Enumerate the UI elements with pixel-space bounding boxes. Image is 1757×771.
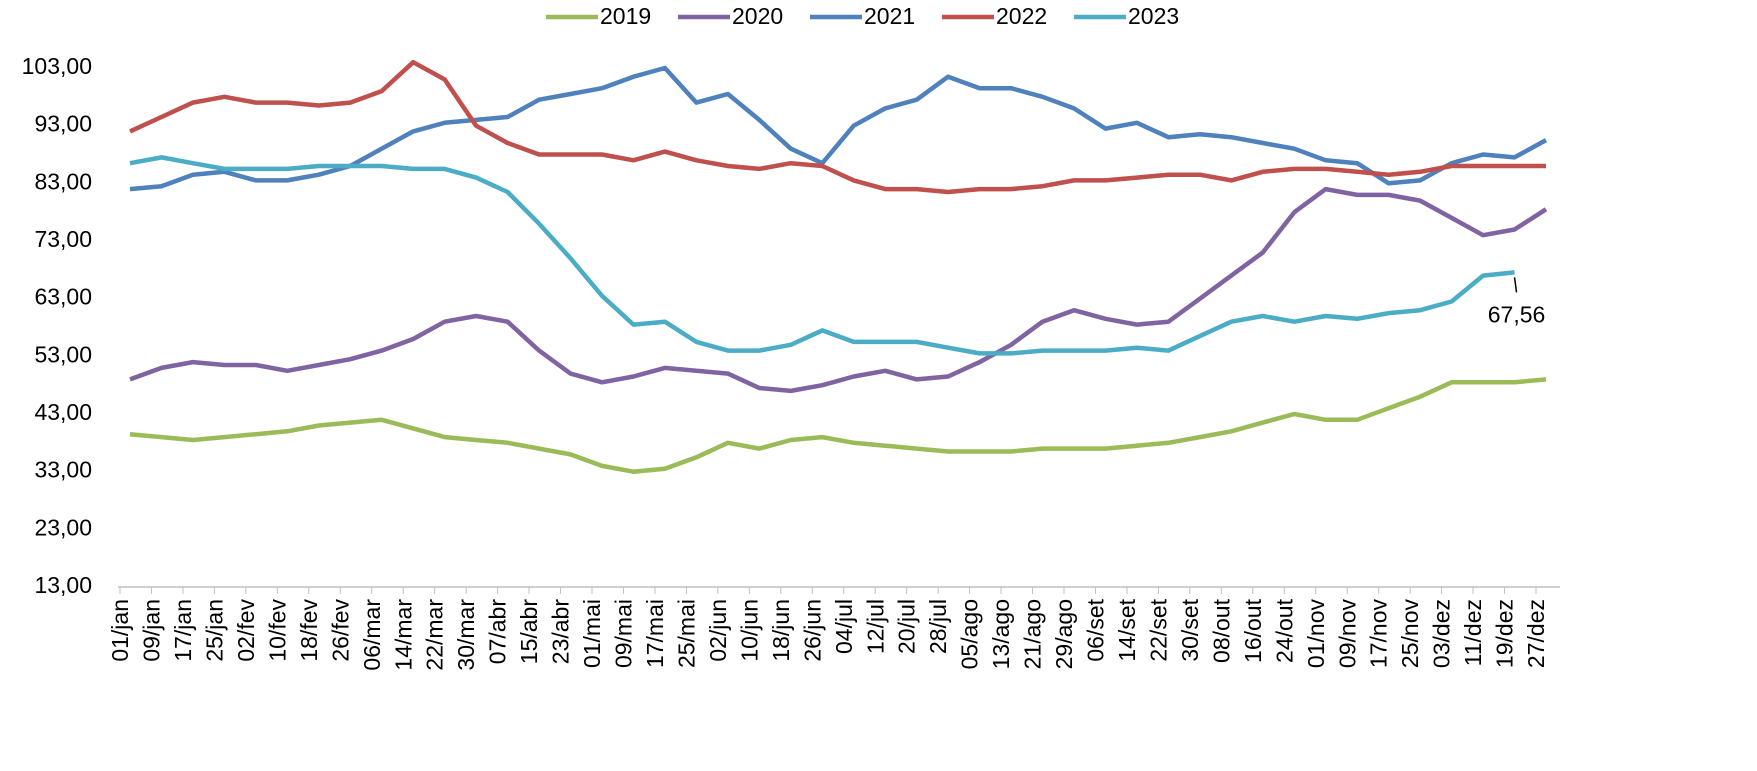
legend-label: 2023 [1128,3,1179,29]
x-tick-label: 14/set [1114,598,1140,661]
series-line [129,155,1515,356]
x-tick-label: 17/jan [170,599,196,662]
x-tick-label: 01/nov [1303,599,1329,669]
y-tick-label: 63,00 [34,284,92,310]
x-tick-label: 18/jun [768,599,794,662]
x-tick-label: 05/ago [957,599,983,669]
y-tick-label: 73,00 [34,226,92,252]
x-tick-label: 09/jan [139,599,165,662]
x-tick-label: 04/jul [831,599,857,654]
legend-label: 2022 [996,3,1047,29]
x-tick-label: 19/dez [1492,599,1518,668]
x-tick-label: 12/jul [862,599,888,654]
x-tick-label: 09/nov [1334,599,1360,669]
x-tick-label: 23/abr [548,599,574,665]
x-tick-label: 13/ago [988,599,1014,669]
y-tick-label: 33,00 [34,457,92,483]
x-tick-label: 08/out [1208,598,1234,663]
x-tick-label: 22/mar [422,599,448,671]
series-line [129,59,1546,195]
x-tick-label: 28/jul [925,599,951,654]
x-tick-label: 09/mai [611,599,637,668]
x-tick-label: 27/dez [1523,599,1549,668]
legend-label: 2020 [732,3,783,29]
x-tick-label: 24/out [1271,598,1297,663]
x-tick-label: 26/fev [327,599,353,662]
x-tick-label: 14/mar [390,599,416,671]
series-line [129,65,1548,192]
x-tick-label: 25/mai [673,599,699,668]
y-tick-label: 53,00 [34,341,92,367]
x-tick-label: 02/fev [233,599,259,662]
label-leader [1513,277,1518,293]
data-label: 67,56 [1488,301,1546,327]
x-tick-label: 30/mar [453,599,479,671]
x-tick-label: 11/dez [1460,599,1486,666]
x-tick-label: 25/nov [1397,599,1423,669]
legend-label: 2021 [864,3,915,29]
x-tick-label: 16/out [1240,598,1266,663]
x-tick-label: 21/ago [1020,599,1046,669]
x-tick-label: 07/abr [485,599,511,665]
y-tick-label: 93,00 [34,111,92,137]
y-tick-label: 43,00 [34,399,92,425]
x-tick-label: 01/jan [107,599,133,662]
x-tick-label: 25/jan [201,599,227,662]
series-line [129,186,1548,394]
x-tick-label: 20/jul [894,599,920,654]
x-tick-label: 29/ago [1051,599,1077,669]
x-tick-label: 06/mar [359,599,385,671]
x-tick-label: 03/dez [1429,599,1455,668]
x-tick-label: 01/mai [579,599,605,668]
x-tick-label: 17/nov [1366,599,1392,669]
x-tick-label: 10/jun [736,599,762,662]
legend-label: 2019 [600,3,651,29]
x-tick-label: 30/set [1177,598,1203,661]
x-tick-label: 02/jun [705,599,731,662]
x-tick-label: 06/set [1083,598,1109,661]
x-tick-label: 17/mai [642,599,668,668]
x-tick-label: 15/abr [516,599,542,665]
x-tick-label: 10/fev [264,599,290,662]
y-tick-label: 23,00 [34,514,92,540]
x-tick-label: 22/set [1145,598,1171,661]
y-tick-label: 103,00 [22,53,92,79]
y-tick-label: 13,00 [34,572,92,598]
series-line [129,377,1547,474]
y-tick-label: 83,00 [34,168,92,194]
x-tick-label: 18/fev [296,599,322,662]
x-tick-label: 26/jun [799,599,825,662]
